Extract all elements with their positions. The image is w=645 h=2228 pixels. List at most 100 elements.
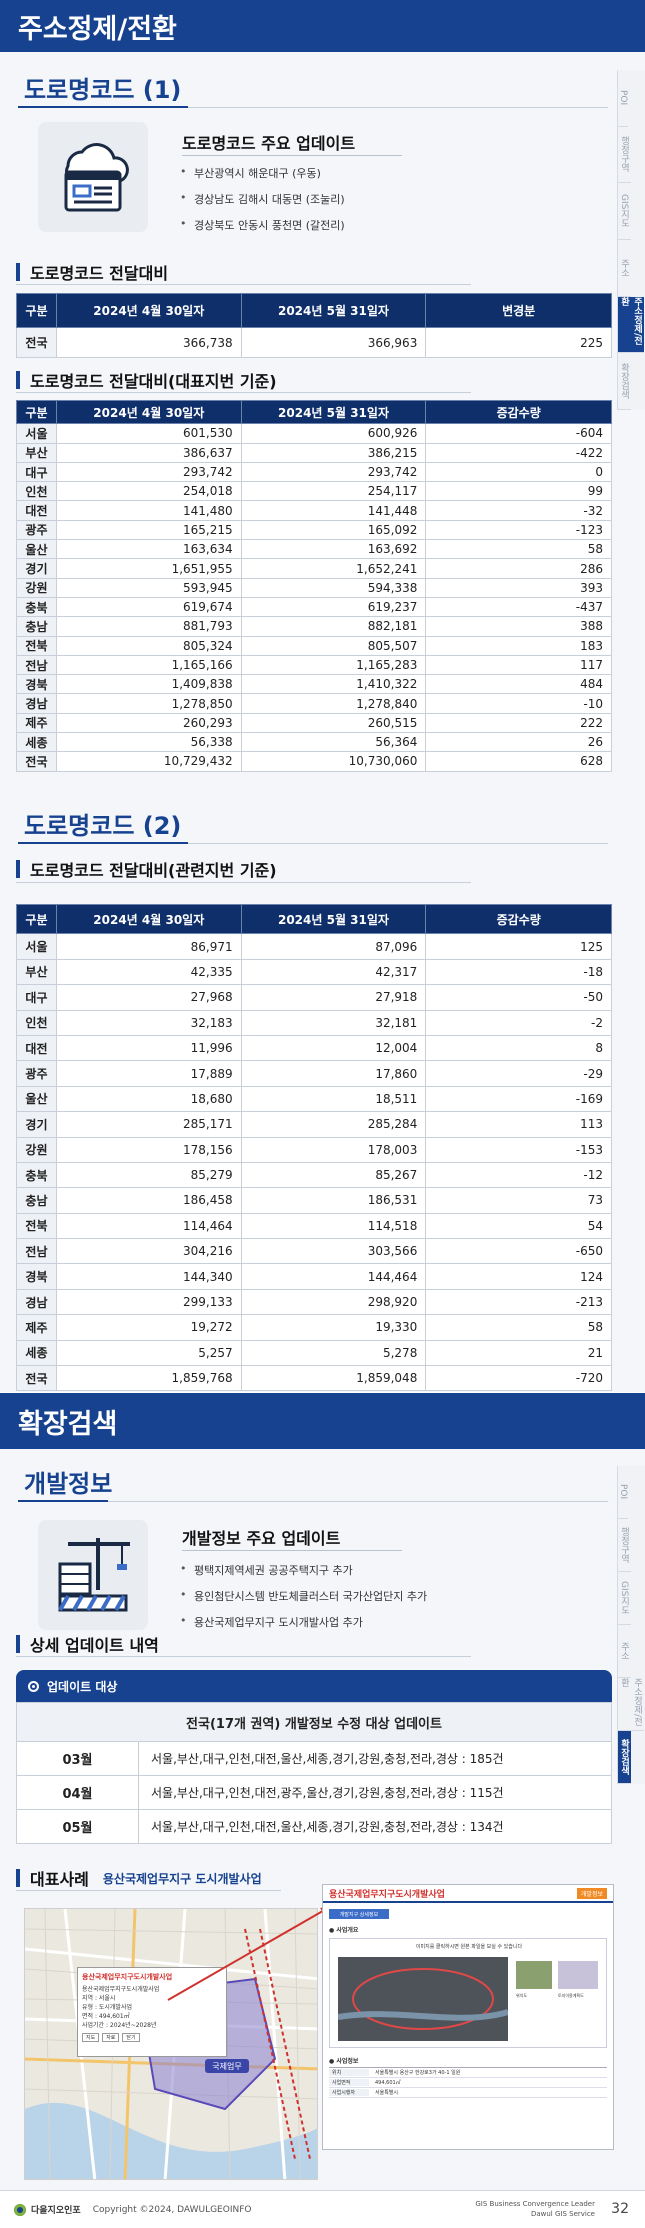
side-nav-item[interactable]: 주소정제/전환	[618, 1678, 644, 1731]
table-cell: -720	[425, 1365, 612, 1392]
popup-button[interactable]: 닫기	[122, 2033, 140, 2042]
update-bullet: 경상북도 안동시 풍천면 (갈전리)	[180, 217, 345, 233]
table-cell: 178,156	[55, 1136, 242, 1163]
popup-row: 지역 : 서울시	[82, 1995, 116, 2002]
info-value: 서울특별시	[375, 2090, 399, 2096]
table-cell: 충남	[16, 616, 57, 637]
side-nav-item[interactable]: GIS지도	[618, 183, 631, 240]
road2-region-table: 구분 2024년 4월 30일자 2024년 5월 31일자 증감수량 서울 86,971…	[16, 903, 612, 1392]
table-header-row: 구분 2024년 4월 30일자 2024년 5월 31일자 변경분	[16, 293, 612, 328]
table-cell: 19,272	[55, 1314, 242, 1341]
table-cell: 163,692	[240, 539, 427, 560]
table-row: 경북 144,340 144,464 124	[16, 1263, 612, 1290]
table-row: 전국 366,738 366,963 225	[16, 327, 612, 358]
table-cell: 58	[425, 539, 612, 560]
side-nav-item[interactable]: 주소정제/전환	[618, 296, 644, 354]
side-nav-item[interactable]: GIS지도	[618, 1572, 631, 1625]
update-bullet: 평택지제역세권 공공주택지구 추가	[180, 1562, 427, 1578]
table-row: 전국 1,859,768 1,859,048 -720	[16, 1365, 612, 1392]
table-header-row: 구분 2024년 4월 30일자 2024년 5월 31일자 증감수량	[16, 903, 612, 935]
table-header-cell: 증감수량	[425, 903, 612, 935]
table-cell: 286	[425, 558, 612, 579]
table-cell: 18,511	[240, 1085, 427, 1113]
table-cell: 56,364	[240, 732, 427, 753]
table-cell: 58	[425, 1314, 612, 1341]
tagline-line2: Dawul GIS Service	[530, 2210, 595, 2218]
table-row: 대전 141,480 141,448 -32	[16, 500, 612, 521]
popup-row: 사업기간 : 2024년~2028년	[82, 2022, 157, 2029]
table-cell: 254,117	[240, 481, 427, 502]
table-cell: 882,181	[240, 616, 427, 637]
side-nav-item[interactable]: 행정구역	[618, 1519, 631, 1572]
table-cell: 54	[425, 1212, 612, 1240]
map-badge: 국제업무	[212, 2062, 241, 2071]
table-cell: -169	[425, 1085, 612, 1113]
table-cell: 87,096	[240, 933, 427, 960]
popup-button[interactable]: 자료	[102, 2033, 120, 2042]
table-cell: 178,003	[240, 1136, 427, 1163]
section-band-extended: 확장검색	[0, 1393, 645, 1449]
table-cell: 32,183	[55, 1009, 242, 1036]
side-nav-item[interactable]: 행정구역	[618, 127, 631, 184]
table-title-text: 도로명코드 전달대비(대표지번 기준)	[30, 372, 277, 391]
table-cell: -32	[425, 500, 612, 521]
update-target-caption-text: 전국(17개 권역) 개발정보 수정 대상 업데이트	[186, 1716, 442, 1732]
info-value: 서울특별시 용산구 한강로3가 40-1 일원	[375, 2070, 461, 2076]
table-cell: 11,996	[55, 1034, 242, 1062]
table-cell: 10,729,432	[55, 751, 242, 772]
case-title-rule	[16, 1890, 281, 1891]
road1-total-table: 구분 2024년 4월 30일자 2024년 5월 31일자 변경분 전국 366,738…	[16, 293, 612, 358]
side-nav-item[interactable]: POI	[618, 70, 628, 127]
thumb-location	[516, 1961, 552, 1989]
table-row: 충북 85,279 85,267 -12	[16, 1161, 612, 1189]
table-cell: 5,278	[240, 1339, 427, 1367]
case-map-image: 국제업무 용산국제업무지구도시개발사업 용산국제업무지구도시개발사업 지역 : 서…	[24, 1908, 318, 2180]
table-cell: 628	[425, 751, 612, 772]
info-row: 사업시행자 서울특별시	[329, 2088, 607, 2098]
table-cell: 12,004	[240, 1034, 427, 1062]
table-row: 전국 10,729,432 10,730,060 628	[16, 751, 612, 772]
monthly-update-row: 05월 서울,부산,대구,인천,대전,울산,세종,경기,강원,충청,전라,경상 …	[16, 1810, 612, 1844]
side-nav-item[interactable]: 주소	[618, 240, 631, 297]
table-cell: 366,738	[55, 327, 242, 358]
section-rule	[108, 1501, 608, 1502]
table-cell: 인천	[16, 1009, 57, 1036]
side-nav-item[interactable]: 확장검색	[618, 1731, 631, 1784]
copyright: Copyright ©2024, DAWULGEOINFO	[92, 2204, 252, 2215]
table-title-rule	[16, 882, 471, 883]
update-bullet: 부산광역시 해운대구 (우동)	[180, 165, 345, 181]
table-row: 세종 5,257 5,278 21	[16, 1339, 612, 1367]
case-detail-image: 용산국제업무지구도시개발사업 개발정보 개발지구 상세정보 ● 사업개요 이미지…	[322, 1884, 614, 2150]
table-cell: 593,945	[55, 577, 242, 598]
side-nav-item[interactable]: 주소	[618, 1625, 631, 1678]
table-cell: 386,637	[55, 442, 242, 463]
table-cell: -12	[425, 1161, 612, 1189]
table-header-cell: 구분	[16, 399, 57, 425]
table-cell: 388	[425, 616, 612, 637]
side-nav-item[interactable]: POI	[618, 1466, 628, 1519]
table-cell: -10	[425, 693, 612, 714]
table-row: 대구 27,968 27,918 -50	[16, 984, 612, 1011]
table-cell: 충북	[16, 596, 57, 618]
side-nav-item[interactable]: 확장검색	[618, 353, 631, 410]
table-cell: 304,216	[55, 1238, 242, 1265]
table-row: 광주 17,889 17,860 -29	[16, 1060, 612, 1087]
table-cell: 서울	[16, 423, 57, 444]
table-cell: -18	[425, 958, 612, 986]
section-underline	[18, 842, 188, 844]
table-title-text: 도로명코드 전달대비(관련지번 기준)	[30, 861, 277, 880]
table-cell: 881,793	[55, 616, 242, 637]
info-value: 494,601㎡	[375, 2080, 401, 2086]
update-title: 개발정보 주요 업데이트	[182, 1529, 341, 1548]
table-cell: 386,215	[240, 442, 427, 463]
month-label: 04월	[17, 1776, 139, 1809]
popup-button[interactable]: 지도	[82, 2033, 100, 2042]
detail-popup-badge: 개발정보	[576, 1887, 607, 1899]
table-title-rule	[16, 284, 471, 285]
case-label: 대표사례	[30, 1870, 89, 1889]
table-row: 제주 19,272 19,330 58	[16, 1314, 612, 1341]
table-cell: 393	[425, 577, 612, 598]
page-footer: 다올지오인포 Copyright ©2024, DAWULGEOINFO GIS…	[0, 2190, 645, 2228]
table-cell: 19,330	[240, 1314, 427, 1341]
map-popup: 용산국제업무지구도시개발사업 용산국제업무지구도시개발사업 지역 : 서울시 유형 …	[77, 1967, 227, 2057]
